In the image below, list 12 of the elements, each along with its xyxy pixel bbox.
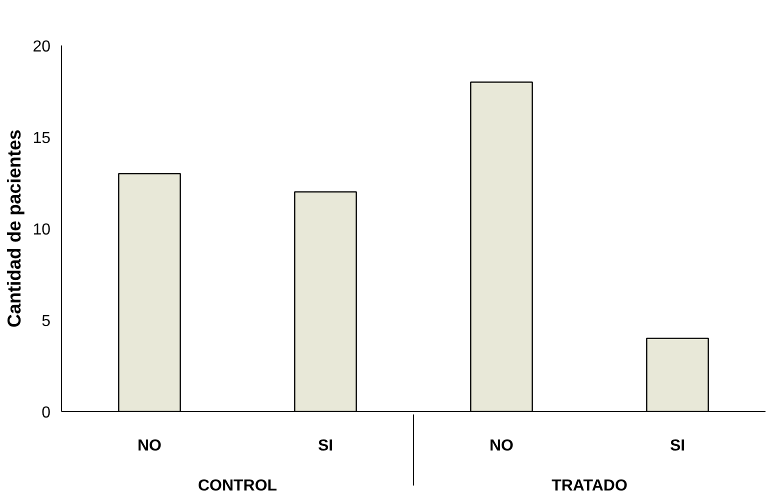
x-tick-label: NO <box>138 438 162 454</box>
y-tick-label: 20 <box>32 38 51 56</box>
y-tick-label: 0 <box>42 404 51 422</box>
x-tick-label: SI <box>670 438 686 454</box>
x-tick-label: SI <box>318 438 334 454</box>
y-axis-title: Cantidad de pacientes <box>4 129 25 328</box>
x-tick-label: NO <box>490 438 514 454</box>
y-tick-label: 10 <box>32 222 51 238</box>
text: TRATADO <box>552 478 628 494</box>
y-tick-label: 15 <box>32 130 51 147</box>
text: CONTROL <box>198 478 278 494</box>
y-tick-label: 5 <box>42 313 51 330</box>
